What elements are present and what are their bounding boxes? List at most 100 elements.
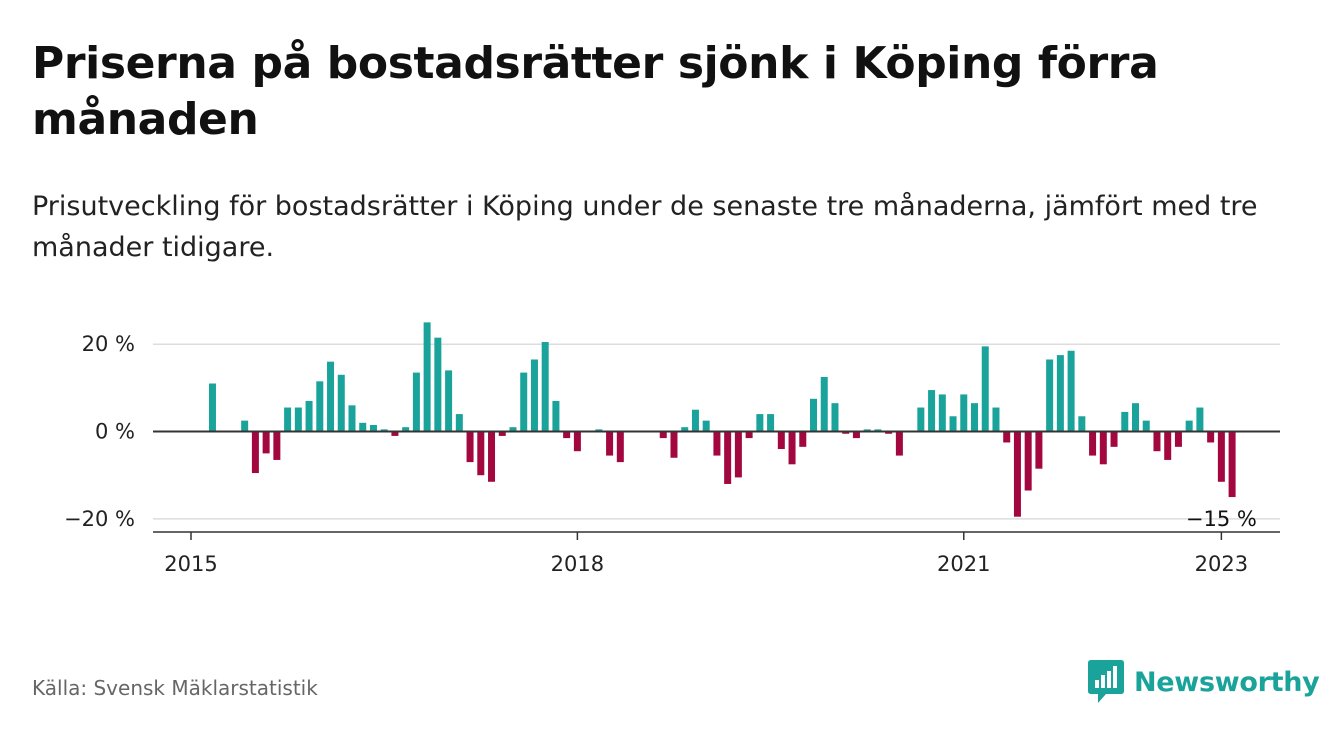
bar-negative xyxy=(1110,431,1118,447)
bar-positive xyxy=(971,403,979,432)
bar-positive xyxy=(928,390,936,432)
bar-negative xyxy=(1164,431,1172,460)
x-tick-label: 2018 xyxy=(551,552,604,576)
brand-logo[interactable]: Newsworthy xyxy=(1088,660,1320,704)
bar-positive xyxy=(992,407,1000,432)
bars xyxy=(208,322,1236,517)
bar-positive xyxy=(337,374,345,432)
bar-positive xyxy=(369,425,377,432)
bar-negative xyxy=(895,431,903,456)
bar-negative xyxy=(573,431,581,452)
x-tick-label: 2021 xyxy=(937,552,990,576)
bar-positive xyxy=(434,337,442,432)
bar-positive xyxy=(541,342,549,432)
source-note: Källa: Svensk Mäklarstatistik xyxy=(32,676,318,700)
bar-negative xyxy=(842,431,850,434)
bar-positive xyxy=(938,394,946,432)
bar-positive xyxy=(756,414,764,432)
bar-negative xyxy=(1174,431,1182,447)
bar-negative xyxy=(616,431,624,463)
bar-negative xyxy=(885,431,893,434)
bar-negative xyxy=(799,431,807,447)
bar-negative xyxy=(498,431,506,436)
brand-name: Newsworthy xyxy=(1134,666,1320,698)
newsworthy-logo-icon xyxy=(1088,660,1124,703)
bar-negative xyxy=(563,431,571,439)
bar-negative xyxy=(777,431,785,450)
y-tick-label: 0 % xyxy=(95,420,135,444)
bar-positive xyxy=(1067,350,1075,432)
bar-negative xyxy=(488,431,496,482)
bar-positive xyxy=(1078,416,1086,432)
bar-positive xyxy=(595,429,603,432)
bar-negative xyxy=(466,431,474,463)
bar-negative xyxy=(1013,431,1021,517)
bar-positive xyxy=(530,359,538,432)
bar-positive xyxy=(284,407,292,432)
bar-negative xyxy=(251,431,259,474)
bar-negative xyxy=(1217,431,1225,482)
bar-positive xyxy=(702,420,710,432)
bar-positive xyxy=(691,409,699,432)
bar-positive xyxy=(380,429,388,432)
bar-negative xyxy=(1024,431,1032,491)
bar-positive xyxy=(423,322,431,432)
bar-positive xyxy=(327,361,335,432)
bar-negative xyxy=(1228,431,1236,498)
bar-negative xyxy=(788,431,796,465)
bar-positive xyxy=(359,422,367,432)
bar-positive xyxy=(949,416,957,432)
bar-negative xyxy=(262,431,270,454)
bar-negative xyxy=(477,431,485,476)
chart-title: Priserna på bostadsrätter sjönk i Köping… xyxy=(32,38,1159,145)
bar-positive xyxy=(874,429,882,432)
bar-negative xyxy=(852,431,860,439)
bar-positive xyxy=(241,420,249,432)
x-tick-label: 2023 xyxy=(1195,552,1248,576)
bar-negative xyxy=(670,431,678,458)
bar-positive xyxy=(917,407,925,432)
bar-negative xyxy=(734,431,742,478)
bar-negative xyxy=(1099,431,1107,465)
bar-positive xyxy=(1142,420,1150,432)
bar-negative xyxy=(713,431,721,456)
bar-positive xyxy=(1196,407,1204,432)
bar-positive xyxy=(831,403,839,432)
bar-negative xyxy=(391,431,399,436)
bar-negative xyxy=(659,431,667,439)
bar-positive xyxy=(348,405,356,432)
bar-positive xyxy=(316,381,324,432)
axis-labels: 20 % 0 % −20 % 2015 2018 2021 2023 −15 % xyxy=(64,332,1257,576)
bar-positive xyxy=(305,400,313,432)
bar-positive xyxy=(981,346,989,432)
bar-chart: 20 % 0 % −20 % 2015 2018 2021 2023 −15 % xyxy=(64,322,1280,576)
bar-positive xyxy=(820,376,828,432)
bar-positive xyxy=(1132,403,1140,432)
bar-positive xyxy=(767,414,775,432)
bar-positive xyxy=(294,407,302,432)
bar-positive xyxy=(1056,355,1064,432)
bar-positive xyxy=(412,372,420,432)
bar-positive xyxy=(552,400,560,432)
bar-positive xyxy=(810,398,818,432)
bar-negative xyxy=(745,431,753,439)
gridlines xyxy=(153,343,1280,520)
last-value-label: −15 % xyxy=(1186,507,1257,531)
bar-negative xyxy=(1003,431,1011,443)
bar-positive xyxy=(455,414,463,432)
chart-subtitle: Prisutveckling för bostadsrätter i Köpin… xyxy=(32,191,1258,263)
bar-positive xyxy=(681,427,689,432)
bar-positive xyxy=(863,429,871,432)
bar-negative xyxy=(1089,431,1097,456)
bar-negative xyxy=(273,431,281,460)
x-tick-label: 2015 xyxy=(164,552,217,576)
bar-negative xyxy=(1207,431,1215,443)
bar-positive xyxy=(208,383,216,432)
y-tick-label: 20 % xyxy=(82,332,135,356)
bar-positive xyxy=(520,372,528,432)
bar-positive xyxy=(445,370,453,432)
bar-positive xyxy=(402,427,410,432)
y-tick-label: −20 % xyxy=(64,507,135,531)
bar-positive xyxy=(1046,359,1054,432)
axes xyxy=(153,430,1280,540)
